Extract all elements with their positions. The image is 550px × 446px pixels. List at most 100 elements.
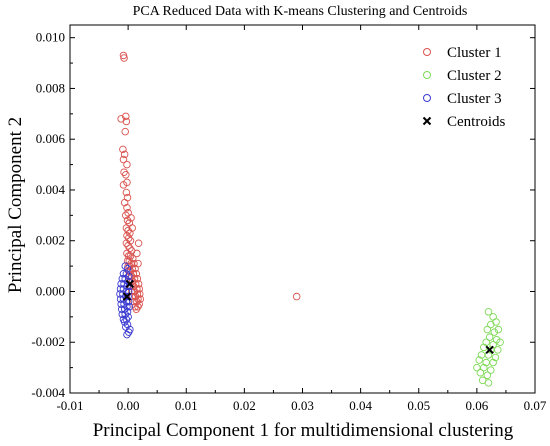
cluster-1-point <box>122 112 130 121</box>
data-points <box>116 51 504 387</box>
cluster-2-point <box>475 356 483 364</box>
cluster-1-point <box>120 54 128 62</box>
cluster-2-point <box>494 346 502 354</box>
x-tick-label: 0.01 <box>175 398 198 413</box>
legend-swatch-cluster-2 <box>423 71 431 79</box>
legend-label: Cluster 2 <box>447 68 502 84</box>
cluster-2-point <box>484 379 493 387</box>
legend-swatch-cluster-1 <box>423 48 431 56</box>
x-tick-label: 0.07 <box>524 398 547 413</box>
cluster-1-point <box>123 203 131 212</box>
centroids-marker <box>125 279 135 289</box>
cluster-1-point <box>122 224 131 232</box>
cluster-3-point <box>126 325 134 334</box>
legend-item-centroids: Centroids <box>422 114 505 130</box>
cluster-1-point <box>124 234 133 242</box>
x-tick-label: 0.02 <box>233 398 256 413</box>
cluster-1-point <box>119 181 128 189</box>
cluster-3-point <box>122 269 131 278</box>
cluster-1-point <box>128 224 136 232</box>
cluster-3-point <box>121 262 129 270</box>
legend-swatch-centroids <box>422 116 432 126</box>
cluster-1-point <box>135 290 144 298</box>
y-tick-label: 0.008 <box>36 80 65 95</box>
legend-item-cluster-1: Cluster 1 <box>423 45 502 61</box>
cluster-1-point <box>133 297 141 306</box>
cluster-2-point <box>489 341 497 349</box>
x-axis-label: Principal Component 1 for multidimension… <box>93 420 514 441</box>
cluster-3-point <box>123 264 132 273</box>
cluster-1-point <box>124 226 132 235</box>
y-tick-label: 0.006 <box>36 131 66 146</box>
cluster-2-point <box>483 325 492 334</box>
x-tick-label: 0.00 <box>117 398 140 413</box>
cluster-3-point <box>125 302 134 311</box>
cluster-1-point <box>134 302 142 311</box>
cluster-1-point <box>125 257 134 265</box>
cluster-1-point <box>131 280 140 288</box>
centroids-marker <box>485 345 494 355</box>
cluster-1-point <box>292 292 301 301</box>
x-tick-label: 0.04 <box>349 398 372 413</box>
cluster-3-point <box>124 313 132 321</box>
cluster-2-point <box>489 358 497 367</box>
cluster-1-point <box>119 155 128 164</box>
cluster-1-point <box>120 150 129 159</box>
legend-label: Cluster 1 <box>447 45 502 61</box>
cluster-2-point <box>491 353 500 362</box>
legend-swatch-cluster-3 <box>423 94 431 102</box>
cluster-1-point <box>122 239 131 248</box>
cluster-1-point <box>132 269 141 278</box>
cluster-1-point <box>131 292 140 301</box>
cluster-1-point <box>124 242 132 250</box>
y-tick-label: 0.004 <box>36 182 66 197</box>
cluster-2-point <box>490 328 499 336</box>
y-tick-label: 0.010 <box>36 30 65 45</box>
cluster-2-point <box>484 308 493 316</box>
legend-item-cluster-3: Cluster 3 <box>423 91 502 107</box>
cluster-1-point <box>120 198 129 207</box>
cluster-2-point <box>482 338 490 346</box>
cluster-1-point <box>121 127 129 136</box>
cluster-2-point <box>496 338 504 346</box>
centroids-marker <box>122 292 132 301</box>
cluster-1-point <box>127 214 135 222</box>
y-tick-label: 0.000 <box>36 283 65 298</box>
cluster-3-point <box>123 320 132 329</box>
cluster-1-point <box>134 239 143 248</box>
cluster-2-point <box>480 363 488 372</box>
cluster-2-point <box>485 333 494 341</box>
cluster-1-point <box>119 145 127 154</box>
x-tick-label: -0.01 <box>56 398 83 413</box>
y-tick-label: -0.002 <box>31 334 65 349</box>
legend-item-cluster-2: Cluster 2 <box>423 68 502 84</box>
y-tick-label: 0.002 <box>36 233 65 248</box>
cluster-1-point <box>122 117 131 126</box>
x-tick-label: 0.03 <box>291 398 314 413</box>
cluster-2-point <box>483 371 492 379</box>
x-tick-label: 0.05 <box>407 398 430 413</box>
cluster-1-point <box>123 231 131 240</box>
cluster-1-point <box>133 275 142 283</box>
cluster-2-point <box>487 366 495 374</box>
cluster-2-point <box>492 318 500 326</box>
cluster-1-point <box>134 259 142 268</box>
legend-label: Cluster 3 <box>447 91 502 107</box>
cluster-2-point <box>489 313 497 321</box>
cluster-1-point <box>122 170 130 179</box>
cluster-1-point <box>120 168 128 176</box>
cluster-2-point <box>476 368 485 377</box>
cluster-1-point <box>135 285 143 293</box>
cluster-1-point <box>122 188 131 197</box>
cluster-3-point <box>124 292 132 301</box>
cluster-1-point <box>133 249 141 258</box>
chart-title: PCA Reduced Data with K-means Clustering… <box>133 4 468 19</box>
cluster-2-point <box>494 325 503 334</box>
cluster-3-point <box>122 315 131 324</box>
cluster-1-point <box>123 160 131 169</box>
legend-label: Centroids <box>447 114 505 130</box>
cluster-1-point <box>134 280 143 288</box>
x-tick-label: 0.06 <box>466 398 489 413</box>
y-tick-label: -0.004 <box>31 385 65 400</box>
